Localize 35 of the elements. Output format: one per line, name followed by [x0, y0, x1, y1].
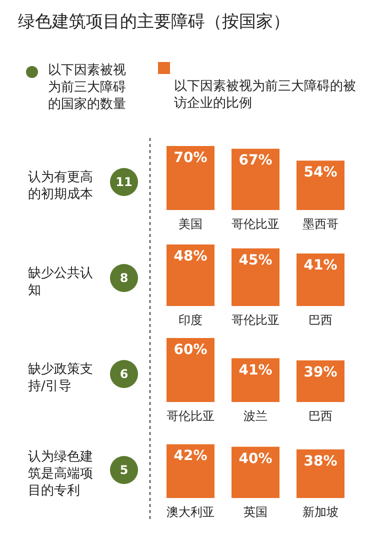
text: 以下因素被视为前三大障碍的国家的数量 — [48, 62, 127, 113]
data-label: 38% — [304, 453, 338, 470]
x-tick-label: 英国 — [244, 505, 268, 519]
x-tick-label: 波兰 — [244, 409, 268, 423]
text: 认为有更高的初期成本 — [28, 169, 93, 202]
x-tick-label: 澳大利亚 — [166, 505, 214, 519]
x-tick-label: 美国 — [178, 217, 202, 231]
text: 5 — [120, 463, 128, 477]
data-label: 42% — [174, 448, 208, 464]
x-tick-label: 墨西哥 — [302, 217, 338, 231]
x-tick-label: 哥伦比亚 — [232, 217, 280, 231]
data-label: 67% — [238, 152, 272, 169]
x-tick-label: 新加坡 — [302, 505, 338, 519]
data-label: 45% — [238, 252, 272, 268]
x-tick-label: 巴西 — [308, 313, 332, 327]
data-label: 70% — [174, 150, 208, 166]
text: 以下因素被视为前三大障碍的被访企业的比例 — [173, 78, 357, 112]
text: 绿色建筑项目的主要障碍（按国家） — [18, 11, 290, 33]
x-tick-label: 巴西 — [308, 409, 332, 423]
x-tick-label: 哥伦比亚 — [166, 409, 214, 423]
text: 11 — [116, 175, 132, 189]
x-tick-label: 哥伦比亚 — [232, 313, 280, 327]
data-label: 41% — [238, 362, 272, 378]
data-label: 41% — [304, 258, 338, 274]
data-label: 54% — [304, 164, 338, 181]
text: 认为绿色建筑是高端项目的专利 — [28, 450, 93, 498]
x-tick-label: 印度 — [178, 313, 202, 327]
text: 6 — [120, 367, 128, 381]
text: 缺少政策支持/引导 — [28, 362, 93, 394]
text: 8 — [120, 271, 128, 285]
text: 缺少公共认知 — [28, 266, 93, 298]
data-label: 60% — [174, 342, 208, 358]
data-label: 40% — [238, 450, 272, 467]
data-label: 39% — [304, 364, 338, 380]
data-label: 48% — [174, 248, 208, 265]
